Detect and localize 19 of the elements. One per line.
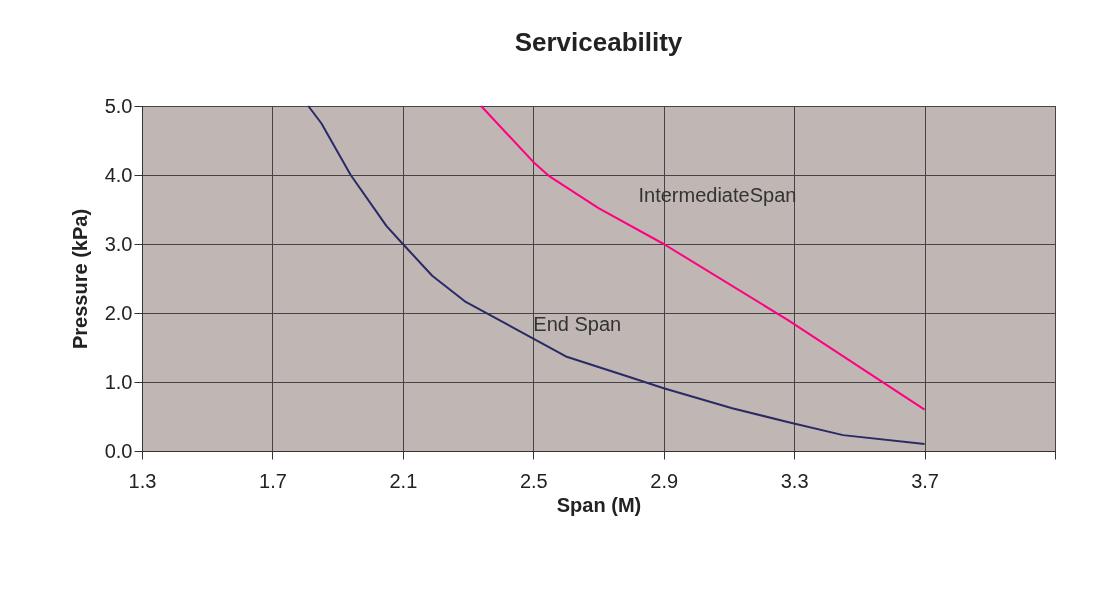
y-tick-label: 5.0 xyxy=(104,94,133,117)
line-series xyxy=(307,105,926,446)
y-tick-label: 4.0 xyxy=(104,163,133,186)
y-tick-label: 3.0 xyxy=(104,232,133,255)
x-tick-label: 2.1 xyxy=(389,469,418,492)
x-tick-label: 1.7 xyxy=(259,469,287,492)
series-label: End Span xyxy=(533,312,622,335)
y-tick-label: 0.0 xyxy=(104,439,133,462)
y-tick-label: 2.0 xyxy=(104,301,133,324)
y-tick-label: 1.0 xyxy=(104,370,133,393)
y-axis-title: Pressure (kPa) xyxy=(68,208,91,350)
chart-title: Serviceability xyxy=(514,27,683,57)
x-tick-label: 3.7 xyxy=(911,469,939,492)
x-tick-label: 2.5 xyxy=(519,469,548,492)
x-axis-title: Span (M) xyxy=(556,493,642,516)
line-series xyxy=(480,105,926,411)
x-tick-label: 1.3 xyxy=(128,469,157,492)
x-tick-label: 3.3 xyxy=(780,469,809,492)
x-tick-label: 2.9 xyxy=(650,469,679,492)
